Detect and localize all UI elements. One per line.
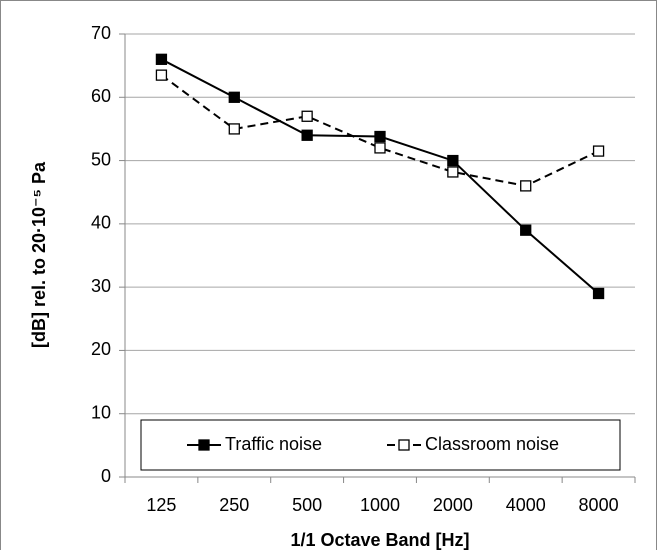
marker bbox=[301, 129, 313, 141]
y-axis-label: [dB] rel. to 20·10⁻⁵ Pa bbox=[29, 161, 49, 348]
marker bbox=[228, 91, 240, 103]
marker bbox=[592, 145, 605, 157]
y-tick-label: 20 bbox=[91, 339, 111, 359]
y-tick-label: 10 bbox=[91, 402, 111, 422]
x-tick-label: 500 bbox=[292, 495, 322, 515]
marker bbox=[592, 287, 605, 300]
y-tick-label: 70 bbox=[91, 23, 111, 43]
marker bbox=[155, 69, 168, 81]
marker bbox=[374, 130, 386, 143]
legend-label: Traffic noise bbox=[225, 434, 322, 454]
marker bbox=[520, 224, 532, 236]
x-tick-label: 1000 bbox=[360, 495, 400, 515]
x-tick-label: 125 bbox=[146, 495, 176, 515]
legend-marker bbox=[198, 439, 210, 451]
marker bbox=[155, 53, 168, 65]
x-tick-label: 2000 bbox=[433, 495, 473, 515]
legend-marker bbox=[398, 439, 410, 451]
y-tick-label: 60 bbox=[91, 86, 111, 106]
legend-label: Classroom noise bbox=[425, 434, 559, 454]
x-tick-label: 4000 bbox=[506, 495, 546, 515]
y-tick-label: 0 bbox=[101, 466, 111, 486]
y-tick-label: 40 bbox=[91, 213, 111, 233]
x-axis-label: 1/1 Octave Band [Hz] bbox=[290, 530, 469, 550]
x-tick-label: 8000 bbox=[579, 495, 619, 515]
marker bbox=[228, 123, 240, 135]
x-tick-label: 250 bbox=[219, 495, 249, 515]
marker bbox=[301, 110, 313, 122]
y-tick-label: 50 bbox=[91, 149, 111, 169]
marker bbox=[447, 166, 459, 178]
marker bbox=[447, 154, 459, 167]
marker bbox=[374, 142, 386, 154]
marker bbox=[520, 180, 532, 192]
y-tick-label: 30 bbox=[91, 276, 111, 296]
